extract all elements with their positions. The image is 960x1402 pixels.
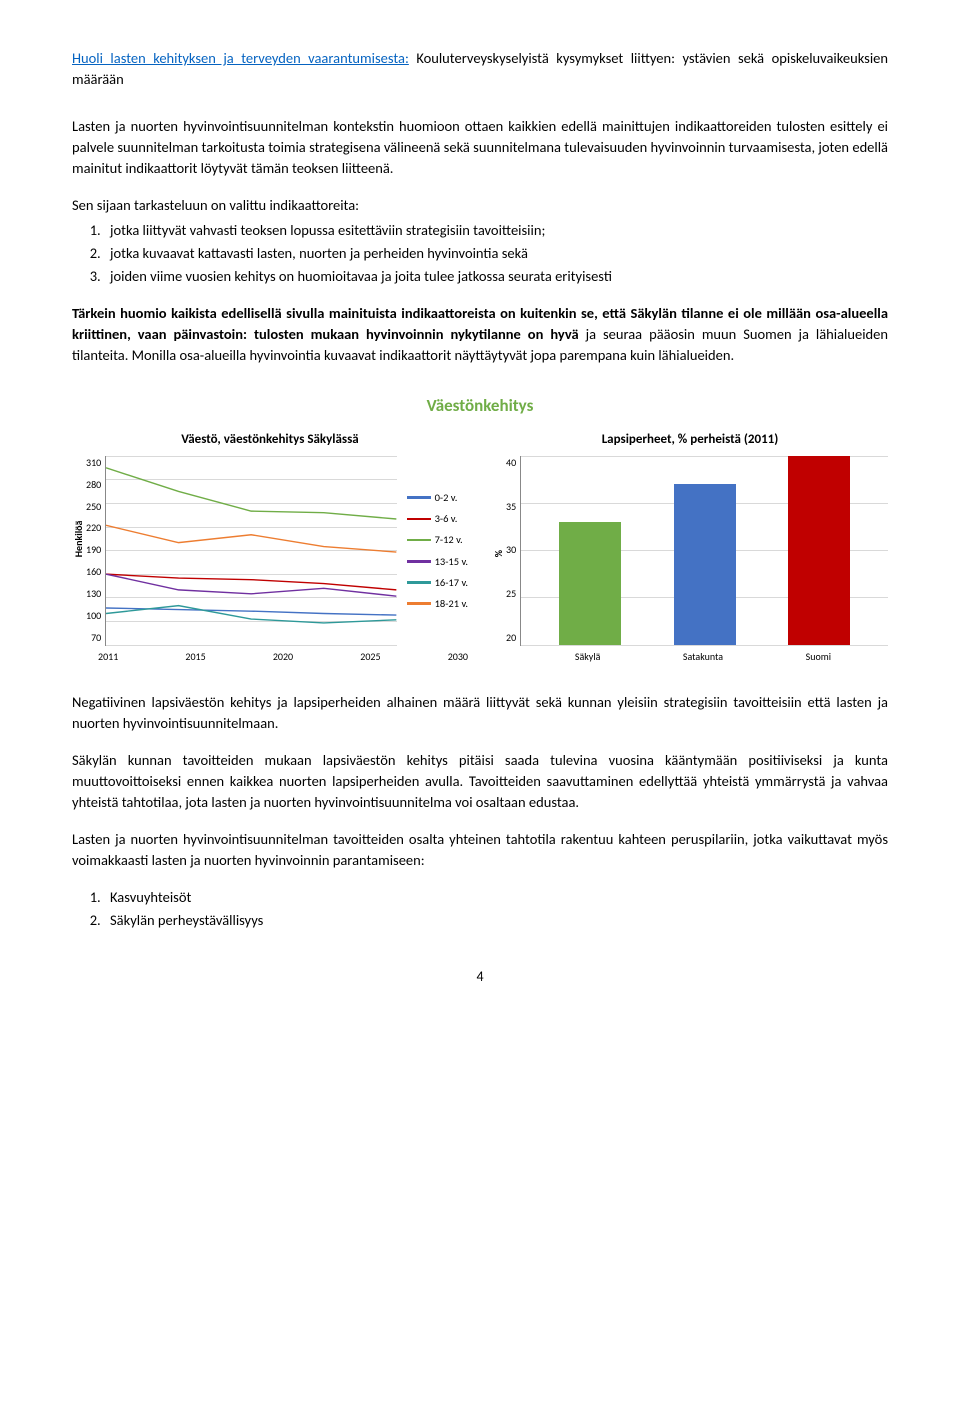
list-2: KasvuyhteisötSäkylän perheystävällisyys bbox=[104, 887, 888, 931]
legend-swatch bbox=[407, 518, 431, 521]
list-item: jotka liittyvät vahvasti teoksen lopussa… bbox=[104, 220, 888, 241]
bar-chart-plot bbox=[520, 456, 888, 646]
ytick: 250 bbox=[86, 500, 101, 515]
ytick: 280 bbox=[86, 478, 101, 493]
legend-label: 16-17 v. bbox=[435, 575, 468, 590]
bar-chart-ylabel: % bbox=[492, 544, 507, 558]
legend-swatch bbox=[407, 581, 431, 584]
list-item: Kasvuyhteisöt bbox=[104, 887, 888, 908]
list1-lead: Sen sijaan tarkasteluun on valittu indik… bbox=[72, 195, 888, 216]
bar-chart-yaxis: 40 35 30 25 20 bbox=[506, 456, 520, 646]
line-chart-xaxis: 2011 2015 2020 2025 2030 bbox=[98, 650, 468, 665]
xtick: 2030 bbox=[448, 650, 468, 665]
chart-bar bbox=[559, 522, 621, 645]
ytick: 220 bbox=[86, 521, 101, 536]
legend-item: 18-21 v. bbox=[407, 596, 468, 611]
paragraph-4: Säkylän kunnan tavoitteiden mukaan lapsi… bbox=[72, 750, 888, 813]
chart-line bbox=[106, 467, 396, 518]
intro-link[interactable]: Huoli lasten kehityksen ja terveyden vaa… bbox=[72, 49, 409, 67]
legend-label: 13-15 v. bbox=[435, 554, 468, 569]
ytick: 70 bbox=[86, 631, 101, 646]
line-chart-title: Väestö, väestönkehitys Säkylässä bbox=[72, 431, 468, 450]
list-item: joiden viime vuosien kehitys on huomioit… bbox=[104, 266, 888, 287]
chart-line bbox=[106, 574, 396, 596]
bar-chart: Lapsiperheet, % perheistä (2011) % 40 35 3… bbox=[492, 431, 888, 664]
ytick: 160 bbox=[86, 565, 101, 580]
charts-row: Väestö, väestönkehitys Säkylässä Henkilö… bbox=[72, 431, 888, 664]
legend-label: 18-21 v. bbox=[435, 596, 468, 611]
legend-swatch bbox=[407, 602, 431, 605]
legend-swatch bbox=[407, 496, 431, 499]
line-chart-yaxis: 310 280 250 220 190 160 130 100 70 bbox=[86, 456, 105, 646]
legend-label: 0-2 v. bbox=[435, 490, 458, 505]
section-title-vaestonkehitys: Väestönkehitys bbox=[72, 394, 888, 419]
xtick: 2025 bbox=[360, 650, 380, 665]
legend-swatch bbox=[407, 560, 431, 563]
paragraph-2: Tärkein huomio kaikista edellisellä sivu… bbox=[72, 303, 888, 366]
xtick: 2020 bbox=[273, 650, 293, 665]
legend-label: 3-6 v. bbox=[435, 511, 458, 526]
chart-bar bbox=[674, 484, 736, 645]
bar-chart-xaxis: Säkylä Satakunta Suomi bbox=[518, 650, 888, 665]
xtick: Satakunta bbox=[672, 650, 734, 665]
chart-bar bbox=[788, 456, 850, 645]
legend-item: 7-12 v. bbox=[407, 532, 468, 547]
xtick: Säkylä bbox=[557, 650, 619, 665]
ytick: 190 bbox=[86, 543, 101, 558]
paragraph-1: Lasten ja nuorten hyvinvointisuunnitelma… bbox=[72, 116, 888, 179]
xtick: Suomi bbox=[787, 650, 849, 665]
gridline bbox=[106, 645, 396, 646]
legend-item: 13-15 v. bbox=[407, 554, 468, 569]
page-number: 4 bbox=[72, 967, 888, 987]
ytick: 40 bbox=[506, 456, 516, 471]
chart-line bbox=[106, 525, 396, 552]
ytick: 30 bbox=[506, 543, 516, 558]
ytick: 20 bbox=[506, 631, 516, 646]
line-chart: Väestö, väestönkehitys Säkylässä Henkilö… bbox=[72, 431, 468, 664]
xtick: 2011 bbox=[98, 650, 118, 665]
xtick: 2015 bbox=[185, 650, 205, 665]
legend-label: 7-12 v. bbox=[435, 532, 463, 547]
line-chart-ylabel: Henkilöä bbox=[72, 544, 87, 558]
list-1: jotka liittyvät vahvasti teoksen lopussa… bbox=[104, 220, 888, 287]
list-item: Säkylän perheystävällisyys bbox=[104, 910, 888, 931]
ytick: 100 bbox=[86, 609, 101, 624]
line-chart-plot bbox=[105, 456, 396, 646]
ytick: 25 bbox=[506, 587, 516, 602]
line-chart-legend: 0-2 v. 3-6 v. 7-12 v. 13-15 v. 16-17 v. 18-21… bbox=[397, 456, 468, 646]
legend-item: 3-6 v. bbox=[407, 511, 468, 526]
legend-item: 0-2 v. bbox=[407, 490, 468, 505]
ytick: 310 bbox=[86, 456, 101, 471]
paragraph-3: Negatiivinen lapsiväestön kehitys ja lap… bbox=[72, 692, 888, 734]
bar-chart-title: Lapsiperheet, % perheistä (2011) bbox=[492, 431, 888, 450]
paragraph-5: Lasten ja nuorten hyvinvointisuunnitelma… bbox=[72, 829, 888, 871]
legend-item: 16-17 v. bbox=[407, 575, 468, 590]
gridline bbox=[521, 645, 888, 646]
list-item: jotka kuvaavat kattavasti lasten, nuorte… bbox=[104, 243, 888, 264]
intro-paragraph: Huoli lasten kehityksen ja terveyden vaa… bbox=[72, 48, 888, 90]
ytick: 35 bbox=[506, 500, 516, 515]
ytick: 130 bbox=[86, 587, 101, 602]
legend-swatch bbox=[407, 539, 431, 542]
chart-line bbox=[106, 574, 396, 590]
